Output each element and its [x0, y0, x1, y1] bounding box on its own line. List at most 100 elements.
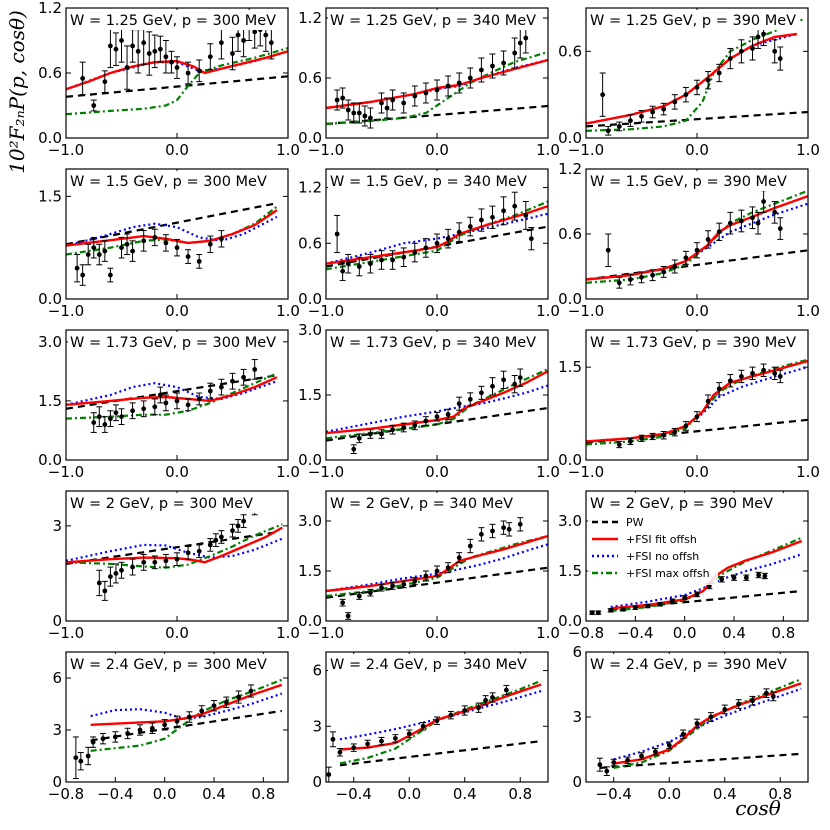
data-point	[163, 400, 169, 406]
data-point	[777, 56, 783, 61]
plot-area	[326, 367, 548, 454]
data-point	[739, 48, 744, 54]
data-point	[490, 63, 495, 69]
data-point	[235, 32, 241, 38]
panel-title-bg	[68, 10, 278, 30]
data-point	[326, 772, 332, 777]
data-point	[517, 40, 523, 46]
y-tick-label: 3.0	[298, 512, 322, 530]
data-point	[174, 245, 180, 251]
data-point	[401, 425, 407, 430]
data-point	[727, 220, 733, 226]
data-point	[401, 100, 407, 106]
data-point	[108, 574, 113, 580]
data-point	[456, 80, 462, 86]
x-tick-label: 1.0	[536, 624, 560, 642]
x-tick-label: 1.0	[276, 141, 300, 159]
data-point	[434, 568, 440, 574]
series-max-line	[66, 523, 283, 569]
series-pw-line	[66, 202, 278, 246]
x-tick-label: −0.4	[336, 785, 372, 803]
y-tick-label: 1.5	[558, 562, 582, 580]
data-point	[476, 705, 482, 711]
data-point	[130, 248, 136, 254]
data-point	[716, 386, 722, 392]
panel-frame	[65, 329, 289, 461]
y-tick-label: 1.5	[298, 386, 322, 404]
data-point	[479, 390, 484, 396]
data-point	[163, 240, 169, 246]
data-point	[755, 34, 761, 40]
data-point	[365, 741, 371, 747]
data-point	[680, 731, 686, 737]
plot-area	[596, 678, 802, 776]
panel-title-bg	[588, 654, 798, 674]
y-tick-label: 0.6	[38, 64, 62, 82]
data-point	[85, 252, 91, 257]
y-tick-label: 1.5	[38, 187, 62, 205]
series-max-line	[90, 678, 283, 752]
data-point	[119, 245, 124, 251]
series-pw-line	[66, 75, 288, 98]
data-point	[595, 610, 601, 616]
data-point	[600, 92, 606, 98]
data-point	[503, 687, 509, 693]
data-point	[694, 414, 700, 420]
panel-title: W = 1.73 GeV, p = 300 MeV	[70, 335, 276, 351]
data-point	[390, 583, 395, 589]
data-point	[694, 85, 700, 90]
data-point	[755, 220, 761, 226]
data-point	[141, 40, 147, 46]
data-point	[96, 414, 102, 420]
data-point	[467, 543, 473, 549]
x-tick-label: −1.0	[308, 141, 344, 159]
panel-title: W = 1.25 GeV, p = 340 MeV	[330, 13, 536, 29]
series-fit-line	[66, 50, 288, 91]
data-point	[716, 229, 722, 235]
y-tick-label: 0.0	[558, 451, 582, 469]
y-tick-label: 3.0	[38, 333, 62, 351]
data-point	[130, 564, 136, 570]
data-point	[196, 258, 202, 264]
data-point	[652, 749, 658, 755]
panel-title-bg	[328, 654, 538, 674]
data-point	[185, 402, 191, 408]
data-point	[196, 396, 202, 402]
data-point	[661, 269, 667, 275]
plot-area	[72, 678, 283, 780]
x-tick-label: 0.8	[768, 785, 792, 803]
panel-title: W = 2.4 GeV, p = 300 MeV	[70, 657, 267, 673]
data-point	[501, 60, 506, 66]
data-point	[739, 374, 744, 379]
data-point	[639, 274, 644, 280]
x-tick-label: −1.0	[48, 463, 84, 481]
panel-frame	[585, 651, 809, 783]
panel-6: −1.0 0.0 1.00.00.61.2W = 1.5 GeV, p = 390 …	[558, 160, 820, 320]
data-point	[467, 224, 473, 229]
panel-title: W = 1.25 GeV, p = 300 MeV	[70, 13, 276, 29]
x-tick-label: 0.0	[425, 624, 449, 642]
data-point	[605, 128, 611, 134]
series-noofs-line	[66, 380, 278, 406]
data-point	[85, 753, 91, 759]
x-tick-label: −1.0	[568, 141, 604, 159]
panel-frame	[325, 651, 549, 783]
x-tick-label: 0.0	[397, 785, 421, 803]
data-point	[479, 217, 484, 223]
plot-area	[326, 517, 548, 620]
data-point	[163, 558, 169, 564]
panel-title-bg	[328, 10, 538, 30]
series-fit-line	[90, 683, 283, 726]
data-point	[330, 736, 336, 742]
panel-title-bg	[588, 332, 798, 352]
y-tick-label: 1.2	[298, 179, 322, 197]
data-point	[152, 235, 158, 240]
panel-1: −1.0 0.0 1.00.00.61.2W = 1.25 GeV, p = 300…	[38, 0, 300, 159]
series-max-line	[66, 47, 288, 116]
panel-7: −1.0 0.0 1.00.01.53.0 W = 1.73 GeV, p = 300…	[38, 329, 300, 481]
x-tick-label: 0.0	[425, 141, 449, 159]
data-point	[761, 199, 766, 204]
data-point	[337, 749, 343, 755]
x-tick-label: 0.4	[453, 785, 477, 803]
series-max-line	[339, 679, 542, 765]
